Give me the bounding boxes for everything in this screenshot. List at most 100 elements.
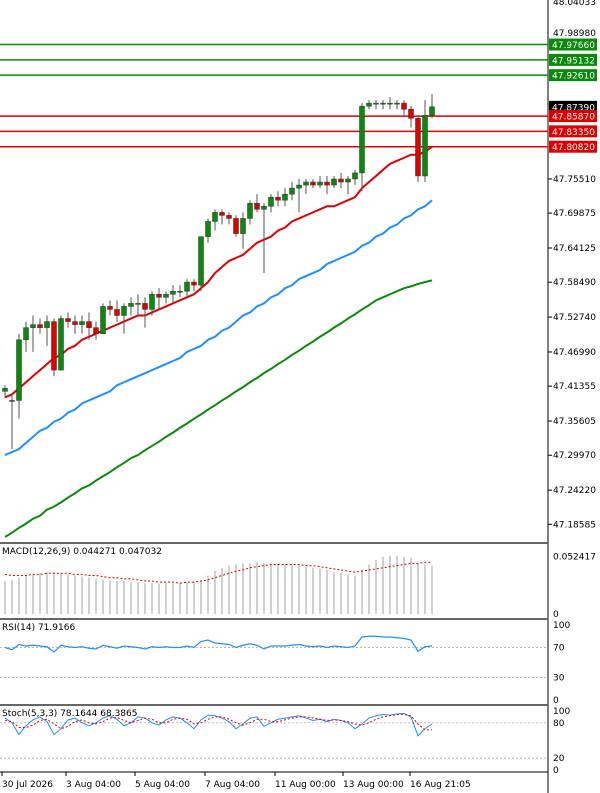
ema-mid-line: [4, 199, 433, 456]
candle: [198, 236, 204, 292]
candle-body: [16, 339, 22, 401]
stoch-k-line: [4, 712, 433, 737]
candle-body: [415, 118, 421, 177]
candle-body: [44, 321, 50, 328]
price-tags: 47.97660 47.95132 47.92610 47.8739047.85870…: [549, 38, 597, 153]
candle: [415, 115, 421, 183]
candle: [212, 209, 218, 231]
candle-body: [303, 181, 309, 186]
candle: [310, 178, 316, 189]
macd-axis-label: 0: [553, 610, 559, 620]
candle: [58, 315, 64, 371]
price-axis-label: 47.58490: [553, 278, 596, 288]
candle: [366, 100, 372, 110]
candle: [107, 300, 113, 316]
candle-body: [310, 181, 316, 186]
candle-body: [184, 281, 190, 292]
candle: [142, 297, 148, 328]
candle: [226, 212, 232, 225]
candle-body: [359, 105, 365, 174]
price-tag-bg: [549, 140, 597, 153]
macd-panel: 0.052417 0: [4, 552, 596, 620]
candle: [387, 97, 393, 110]
price-tag-bg: [549, 69, 597, 82]
candle-body: [58, 318, 64, 371]
candle-body: [30, 324, 36, 328]
stoch-axis-label: 100: [553, 707, 570, 717]
price-tag-value: 47.80820: [552, 143, 595, 153]
candle: [37, 318, 43, 334]
candle-body: [366, 102, 372, 107]
candle-body: [247, 203, 253, 219]
candles: [2, 94, 435, 449]
candle: [373, 100, 379, 110]
candle: [156, 288, 162, 310]
candle: [394, 100, 400, 110]
price-tag: 47.95132: [549, 53, 597, 66]
time-axis-label: 3 Aug 04:00: [66, 780, 121, 790]
candle: [219, 209, 225, 225]
candle-body: [163, 294, 169, 298]
candle: [2, 385, 8, 398]
candle: [205, 218, 211, 243]
price-axis-label: 47.69875: [553, 209, 596, 219]
candle-body: [177, 290, 183, 293]
price-tag-value: 47.95132: [552, 56, 595, 66]
rsi-axis-label: 0: [553, 696, 559, 706]
price-tag: 47.97660: [549, 38, 597, 51]
candle: [275, 191, 281, 207]
candle-body: [72, 321, 78, 325]
candle: [268, 194, 274, 213]
candle: [100, 303, 106, 334]
candle-body: [289, 187, 295, 195]
macd-axis-label: 0.052417: [553, 552, 596, 562]
price-tag-value: 47.83350: [552, 128, 595, 138]
candle-body: [429, 106, 435, 116]
candle: [345, 175, 351, 195]
candle: [338, 172, 344, 189]
price-axis-top2-label: 47.98980: [553, 29, 596, 39]
candle-body: [401, 102, 407, 110]
candle-body: [422, 115, 428, 177]
candle-body: [149, 294, 155, 310]
candle-body: [233, 218, 239, 234]
time-axis-label: 11 Aug 00:00: [275, 780, 336, 790]
candle-body: [352, 172, 358, 180]
candle: [184, 279, 190, 298]
moving-averages: [4, 146, 433, 538]
price-tag: 47.85870: [549, 110, 597, 123]
candle: [380, 100, 386, 110]
candle-body: [142, 303, 148, 310]
rsi-line: [4, 635, 433, 653]
stoch-axis-label: 0: [553, 766, 559, 776]
candle-body: [380, 102, 386, 105]
candle: [429, 94, 435, 119]
candle-body: [65, 318, 71, 322]
price-axis-top-label: 48.04033: [553, 0, 596, 8]
candle: [296, 178, 302, 213]
price-axis-label: 47.64125: [553, 244, 596, 254]
time-axis-label: 30 Jul 2026: [2, 780, 53, 790]
candle: [233, 215, 239, 237]
candle-body: [324, 181, 330, 186]
price-tag-value: 47.97660: [552, 41, 595, 51]
candle: [303, 178, 309, 195]
candle-body: [79, 321, 85, 325]
price-tag-bg: [549, 125, 597, 138]
price-tag: 47.92610: [549, 69, 597, 82]
candle: [114, 300, 120, 322]
candle: [128, 297, 134, 316]
macd-legend: MACD(12,26,9) 0.044271 0.047032: [2, 547, 162, 557]
candle: [401, 100, 407, 116]
price-tag-bg: [549, 100, 597, 113]
price-axis-label: 47.75510: [553, 175, 596, 185]
rsi-axis-label: 100: [553, 621, 570, 631]
candle: [86, 312, 92, 340]
stoch-d-line: [4, 714, 432, 731]
ema-slow-line: [4, 279, 433, 538]
candle: [121, 303, 127, 334]
price-axis-label: 47.41355: [553, 382, 596, 392]
candle: [9, 394, 15, 449]
candle-body: [198, 236, 204, 286]
